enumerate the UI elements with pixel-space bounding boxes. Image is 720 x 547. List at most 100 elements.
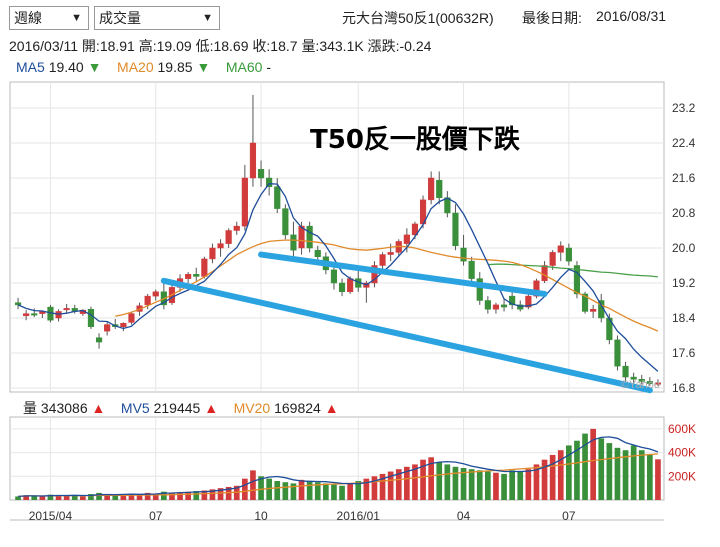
candle-body — [654, 382, 662, 385]
candle-body — [403, 234, 410, 244]
volume-bar — [266, 478, 272, 500]
volume-bar — [323, 483, 329, 500]
volume-bar — [128, 494, 135, 500]
price-tick-label: 20.8 — [672, 206, 696, 220]
candle-body — [428, 177, 435, 201]
volume-bar — [428, 457, 434, 500]
mv20-up-icon: ▲ — [324, 400, 339, 416]
volume-tick-label: 400K — [668, 446, 696, 460]
candle-body — [209, 247, 216, 260]
high-label: 高: — [138, 38, 157, 54]
candle-body — [638, 379, 645, 382]
ma60-label: MA60 — [225, 59, 263, 75]
volume-bar — [112, 495, 119, 500]
candle-body — [347, 278, 354, 292]
change-value: -0.24 — [399, 38, 432, 54]
candle-body — [193, 274, 200, 277]
volume-bar — [39, 496, 46, 500]
chart-annotation: T50反一股價下跌 — [310, 125, 520, 155]
mv5-value: 219445 — [153, 400, 201, 416]
volume-bar — [638, 450, 645, 500]
volume-bar — [363, 478, 370, 500]
open-value: 18.91 — [99, 38, 135, 54]
candle-body — [330, 269, 338, 284]
price-tick-label: 16.8 — [672, 381, 696, 395]
candle-body — [217, 243, 224, 249]
period-select[interactable]: 週線 ▼ — [9, 6, 89, 30]
x-tick-label: 10 — [254, 509, 268, 523]
volume-bar — [233, 485, 240, 500]
volume-bar — [177, 492, 183, 500]
volume-bar — [541, 459, 548, 500]
ma60-line — [487, 263, 658, 278]
candle-body — [533, 280, 540, 297]
close-label: 收: — [252, 38, 271, 54]
volume-bar — [436, 462, 443, 500]
candle-body — [152, 291, 159, 297]
volume-bar — [355, 481, 362, 500]
volume-bar — [23, 495, 29, 500]
volume-bar — [371, 476, 378, 500]
volume-bar — [606, 443, 613, 500]
candle-body — [306, 225, 313, 249]
volume-bar — [15, 496, 21, 500]
volume-tick-label: 200K — [668, 469, 696, 483]
ma20-value: 19.85 — [157, 59, 193, 75]
volume-bar — [525, 469, 532, 500]
volume-bar — [282, 482, 289, 500]
volume-bar — [209, 489, 216, 500]
trend-line — [160, 277, 653, 394]
ma20-down-icon: ▼ — [196, 59, 211, 75]
volume-panel — [9, 416, 665, 501]
price-tick-label: 18.4 — [672, 311, 696, 325]
volume-bar — [258, 476, 264, 500]
volume-bar — [468, 469, 475, 500]
candle-body — [290, 234, 297, 251]
candle-body — [557, 245, 564, 253]
vol-value: 343086 — [40, 400, 88, 416]
candle-body — [622, 365, 629, 378]
candle-body — [541, 265, 548, 282]
fund-name: 元大台灣50反1(00632R) — [342, 10, 494, 26]
volume-bar — [582, 433, 588, 500]
volume-bar — [104, 494, 110, 500]
volume-label: 量: — [301, 38, 320, 54]
candle-body — [573, 265, 581, 295]
vol-label: 量 — [23, 400, 37, 416]
candle-body — [282, 208, 289, 236]
candle-body — [509, 295, 516, 306]
volume-bar — [306, 481, 313, 500]
quote-date: 2016/03/11 — [9, 38, 79, 54]
volume-legend: 量 343086 ▲ MV5 219445 ▲ MV20 169824 ▲ — [23, 398, 339, 418]
indicator-select-value: 成交量 — [99, 10, 141, 26]
volume-bar — [598, 438, 605, 500]
candle-body — [225, 230, 232, 244]
volume-bar — [347, 483, 353, 500]
candle-body — [233, 225, 240, 231]
candle-body — [476, 278, 483, 301]
volume-bar — [63, 495, 70, 500]
volume-bar — [549, 454, 556, 500]
trend-line — [258, 251, 548, 297]
volume-bar — [242, 478, 248, 500]
open-label: 開: — [81, 38, 100, 54]
low-label: 低: — [195, 38, 214, 54]
volume-value: 343.1K — [319, 38, 364, 54]
candle-body — [144, 295, 151, 306]
low-value: 18.69 — [213, 38, 249, 54]
volume-bar — [444, 464, 451, 500]
candle-body — [128, 313, 135, 323]
indicator-select[interactable]: 成交量 ▼ — [94, 6, 220, 30]
volume-bar — [144, 492, 151, 500]
x-tick-label: 07 — [149, 509, 163, 523]
candle-body — [444, 197, 451, 214]
candle-body — [630, 376, 637, 380]
volume-bar — [80, 496, 86, 500]
volume-bar — [88, 494, 94, 500]
volume-bar — [339, 485, 345, 500]
candle-body — [646, 381, 653, 384]
volume-bar — [250, 470, 256, 500]
volume-bar — [290, 483, 297, 500]
volume-bar — [298, 479, 305, 500]
